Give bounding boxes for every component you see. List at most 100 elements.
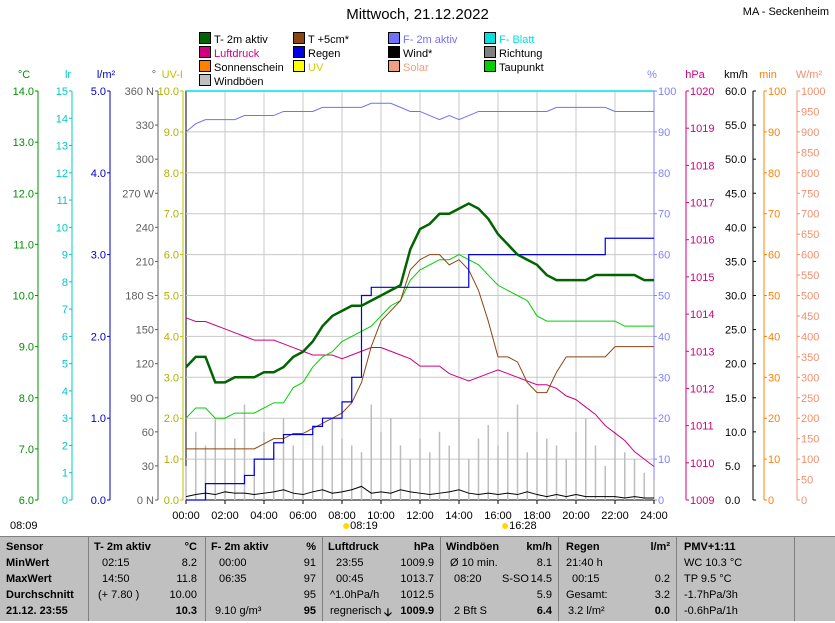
axis-tick-label: 70 (768, 209, 780, 221)
axis-tick-label: 30 (658, 372, 670, 384)
chart-canvas: °C14.013.012.011.010.09.08.07.06.0lr1514… (10, 69, 825, 532)
axis-tick-label: 10 (658, 454, 670, 466)
axis-tick-label: 450 (801, 311, 819, 323)
axis-tick-label: 9.0 (164, 127, 179, 139)
axis-tick-label: 50.0 (725, 154, 746, 166)
axis-tick-label: 2.0 (91, 331, 106, 343)
legend-swatch (293, 60, 305, 72)
legend-label: Taupunkt (499, 62, 544, 74)
axis-tick-label: 1016 (690, 235, 714, 247)
axis-tick-label: 1009 (690, 495, 714, 507)
legend-label: T- 2m aktiv (214, 34, 268, 46)
press-min-time: 23:55 (336, 557, 364, 569)
axis-tick-label: 6 (62, 331, 68, 343)
press-down-arrow-icon: 🡣 (384, 607, 392, 619)
f2m-max-val: 97 (303, 573, 316, 585)
chart-title: Mittwoch, 21.12.2022 (346, 6, 489, 23)
rain-line (186, 237, 654, 501)
gust-max-time: 08:20 (454, 573, 482, 585)
f2m-max-time: 06:35 (219, 573, 247, 585)
axis-tick-label: 10.0 (158, 86, 179, 98)
axis-tick-label: 5 (62, 359, 68, 371)
axis-tick-label: 30.0 (725, 291, 746, 303)
axis-tick-label: 20.0 (725, 359, 746, 371)
axis-tick-label: 2 (62, 440, 68, 452)
axis-tick-label: 0 (62, 495, 68, 507)
legend-label: Wind* (403, 48, 433, 60)
sunset-label: 16:28 (509, 520, 537, 532)
gust-max-val: 14.5 (530, 573, 552, 585)
legend-swatch (199, 74, 211, 86)
axis-tick-label: 1013 (690, 346, 714, 358)
axis-tick-label: 1018 (690, 160, 714, 172)
axis-tick-label: 6.0 (19, 495, 34, 507)
axis-tick-label: 350 (801, 352, 819, 364)
pmv-trend-1h: -0.6hPa/1h (684, 605, 738, 617)
axis-unit-label: ° (152, 69, 156, 81)
pmv-head: PMV+1:11 (684, 541, 736, 553)
axis-tick-label: 200 (801, 413, 819, 425)
axis-tick-label: 40 (658, 331, 670, 343)
x-tick-label: 22:00 (601, 510, 629, 522)
axis-tick-label: 15 (56, 86, 68, 98)
axis-tick-label: 55.0 (725, 120, 746, 132)
axis-tick-label: 1000 (801, 86, 825, 98)
axis-unit-label: hPa (685, 69, 705, 81)
axis-tick-label: 0 (768, 495, 774, 507)
axis-tick-label: 30 (142, 461, 154, 473)
x-tick-label: 12:00 (406, 510, 434, 522)
stats-table: Sensor MinWert MaxWert Durchschnitt 21.1… (0, 536, 835, 621)
axis-tick-label: 60 (658, 250, 670, 262)
axis-tick-label: 500 (801, 291, 819, 303)
axis-tick-label: 5.0 (91, 86, 106, 98)
rain-time: 21:40 h (566, 557, 603, 569)
legend-swatch (199, 60, 211, 72)
axis-tick-label: 40 (768, 331, 780, 343)
axis-tick-label: 180 S (125, 291, 154, 303)
press-min-val: 1009.9 (400, 557, 434, 569)
gust-avg10-val: 8.1 (536, 557, 552, 569)
axis-tick-label: 80 (658, 168, 670, 180)
legend-label: T +5cm* (308, 34, 350, 46)
press-head: Luftdruck (328, 541, 379, 553)
axis-tick-label: 0.0 (91, 495, 106, 507)
axis-tick-label: 7.0 (19, 444, 34, 456)
legend-label: Sonnenschein (214, 62, 284, 74)
axis-tick-label: 1011 (690, 421, 714, 433)
t2m-column: T- 2m aktiv °C 02:15 8.2 14:50 11.8 (+ 7… (88, 537, 206, 621)
rain-current-label: 3.2 l/m² (568, 605, 605, 617)
axis-tick-label: 35.0 (725, 256, 746, 268)
legend-label: Richtung (499, 48, 543, 60)
press-current-val: 1009.9 (400, 605, 434, 617)
t2m-current-val: 10.3 (175, 605, 197, 617)
t2m-avg-val: 10.00 (169, 589, 197, 601)
axis-tick-label: 650 (801, 229, 819, 241)
f2m-avg-val: 95 (303, 589, 316, 601)
axis-tick-label: 400 (801, 331, 819, 343)
axis-tick-label: 120 (136, 359, 154, 371)
axis-tick-label: 900 (801, 127, 819, 139)
f2m-min-val: 91 (303, 557, 316, 569)
axis-tick-label: 14 (56, 113, 68, 125)
gust-column: Windböen km/h Ø 10 min. 8.1 08:20 S-SO 1… (440, 537, 559, 621)
legend-swatch (484, 46, 496, 58)
axis-tick-label: 1 (62, 468, 68, 480)
axis-tick-label: 70 (658, 209, 670, 221)
axis-tick-label: 11.0 (13, 239, 34, 251)
rain-max-val: 0.2 (654, 573, 670, 585)
axis-tick-label: 7.0 (164, 209, 179, 221)
t2m-max-time: 14:50 (102, 573, 130, 585)
legend-swatch (484, 32, 496, 44)
axis-tick-label: 90 (768, 127, 780, 139)
axis-tick-label: 14.0 (13, 86, 34, 98)
pmv-column: PMV+1:11 WC 10.3 °C TP 9.5 °C -1.7hPa/3h… (676, 537, 795, 621)
x-tick-label: 08:00 (328, 510, 356, 522)
left-time-label: 08:09 (10, 520, 38, 532)
axis-tick-label: 5.0 (164, 291, 179, 303)
legend-item: Taupunkt (484, 60, 544, 74)
legend-swatch (199, 46, 211, 58)
t2m-head: T- 2m aktiv (94, 541, 151, 553)
sunset-icon (502, 523, 509, 529)
axis-tick-label: 90 (658, 127, 670, 139)
ground-temp-line (186, 254, 654, 450)
